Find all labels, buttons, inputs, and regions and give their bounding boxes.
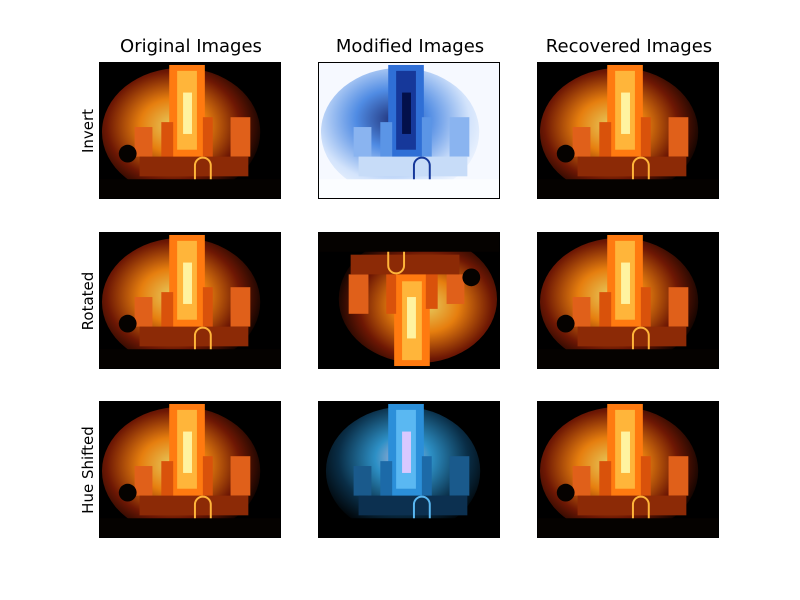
original-image xyxy=(100,63,280,198)
column-title-original: Original Images xyxy=(81,36,301,58)
recovered-image xyxy=(538,402,718,537)
panel-invert-original xyxy=(99,62,281,199)
inverted-image xyxy=(319,63,499,198)
panel-invert-modified xyxy=(318,62,500,199)
column-title-modified: Modified Images xyxy=(300,36,520,58)
row-label-hue-shifted: Hue Shifted xyxy=(78,401,98,538)
recovered-image xyxy=(538,233,718,368)
original-image xyxy=(100,402,280,537)
panel-rotated-recovered xyxy=(537,232,719,369)
panel-hue-modified xyxy=(318,401,500,538)
row-label-rotated: Rotated xyxy=(78,232,98,369)
panel-invert-recovered xyxy=(537,62,719,199)
panel-rotated-modified xyxy=(318,232,500,369)
panel-hue-recovered xyxy=(537,401,719,538)
hue-shifted-image xyxy=(319,402,499,537)
recovered-image xyxy=(538,63,718,198)
row-label-invert: Invert xyxy=(78,62,98,199)
panel-hue-original xyxy=(99,401,281,538)
original-image xyxy=(100,233,280,368)
panel-rotated-original xyxy=(99,232,281,369)
rotated-image xyxy=(319,233,499,368)
column-title-recovered: Recovered Images xyxy=(519,36,739,58)
